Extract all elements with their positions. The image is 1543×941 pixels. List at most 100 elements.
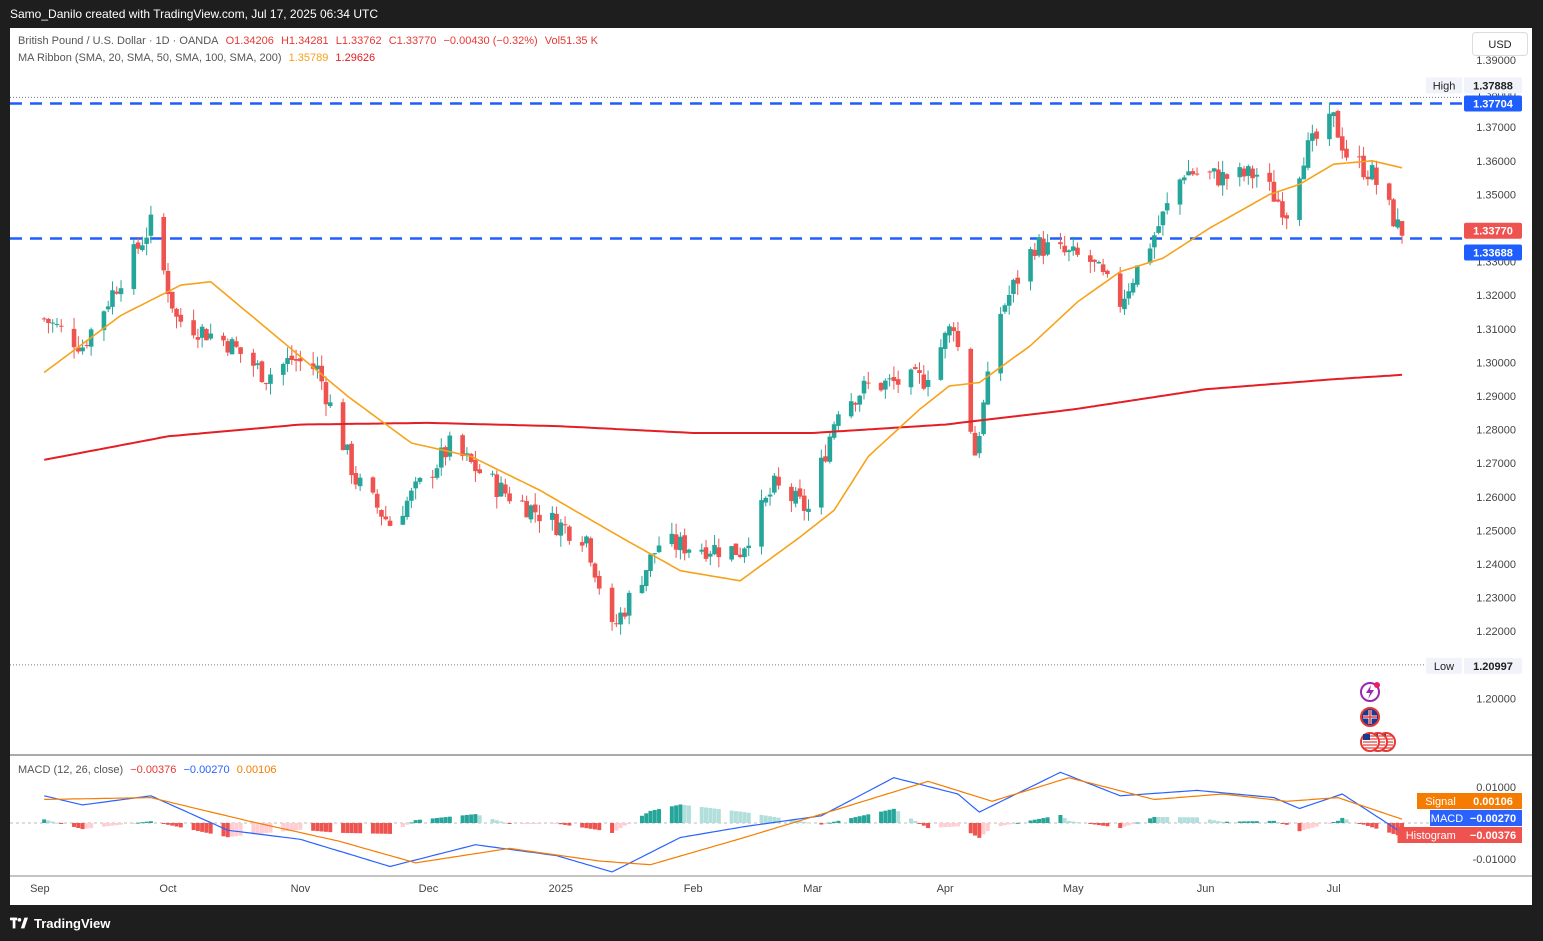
macd-histogram-bar (400, 823, 405, 827)
candle-body (148, 214, 154, 236)
sma20-line (43, 160, 1403, 582)
macd-histogram-bar (879, 811, 884, 823)
macd-histogram-bar (353, 823, 358, 834)
macd-histogram-bar (708, 808, 713, 823)
candle-body (1331, 112, 1336, 117)
time-tick-label: May (1063, 883, 1084, 895)
time-tick-label: Apr (937, 883, 954, 895)
candle-body (1066, 250, 1072, 253)
time-tick-label: Jul (1327, 883, 1341, 895)
candle-body (251, 352, 256, 366)
low-label-value: 1.20997 (1473, 661, 1513, 673)
candle-body (776, 476, 781, 486)
candle-body (374, 493, 380, 508)
macd-legend-label[interactable]: MACD (12, 26, close) (18, 764, 124, 776)
candle-body (746, 545, 752, 549)
candle-body (285, 358, 290, 364)
macd-histogram-bar (285, 823, 290, 831)
macd-histogram-bar (1066, 820, 1071, 823)
macd-histogram-bar (490, 819, 495, 823)
macd-histogram-bar (1165, 817, 1170, 823)
macd-histogram-bar (413, 820, 418, 823)
macd-histogram-bar (746, 812, 751, 823)
candle-body (80, 347, 85, 352)
candle-body (669, 533, 675, 545)
macd-histogram-bar (1092, 823, 1097, 825)
candle-body (490, 473, 495, 475)
macd-line (44, 771, 1403, 873)
histogram-label-tag-bg (1397, 827, 1464, 843)
macd-histogram-bar (622, 823, 627, 826)
macd-histogram-bar (238, 823, 243, 836)
candle-body (733, 543, 739, 555)
ma-legend-label[interactable]: MA Ribbon (SMA, 20, SMA, 50, SMA, 100, S… (18, 52, 282, 64)
ma-legend: MA Ribbon (SMA, 20, SMA, 50, SMA, 100, S… (18, 52, 379, 64)
candle-body (532, 504, 538, 513)
price-chart[interactable]: 1.390001.380001.370001.360001.350001.340… (10, 28, 1532, 905)
candle-body (729, 546, 734, 560)
candle-body (1134, 265, 1140, 285)
macd-histogram-bar (460, 815, 465, 823)
candle-body (588, 538, 594, 563)
macd-histogram-bar (580, 823, 585, 828)
macd-histogram-bar (204, 823, 209, 833)
macd-histogram-bar (507, 823, 512, 824)
macd-histogram-bar (281, 823, 286, 832)
event-dot-icon (1374, 682, 1380, 688)
candle-body (998, 313, 1003, 374)
macd-histogram-bar (592, 823, 597, 830)
candle-body (268, 374, 273, 384)
candle-body (537, 514, 542, 522)
macd-histogram-bar (323, 823, 328, 832)
macd-histogram-bar (998, 823, 1003, 826)
macd-histogram-bar (985, 823, 990, 832)
candle-body (737, 554, 743, 557)
currency-button[interactable]: USD (1472, 32, 1528, 56)
candle-body (1147, 248, 1153, 264)
support-label: 1.33688 (1464, 244, 1522, 261)
macd-histogram-bar (131, 823, 136, 824)
macd-histogram-bar (832, 821, 837, 823)
candle-body (1015, 277, 1021, 284)
macd-histogram-bar (1105, 823, 1110, 827)
macd-histogram-bar (836, 820, 841, 823)
candle-body (464, 453, 470, 455)
macd-histogram-bar (200, 823, 205, 832)
macd-histogram-bar (494, 820, 499, 823)
tradingview-logo-icon (10, 917, 28, 929)
candle-body (1177, 179, 1183, 205)
macd-histogram-bar (1007, 823, 1012, 825)
candle-body (678, 536, 683, 551)
macd-histogram-bar (409, 822, 414, 824)
price-tick-label: 1.29000 (1476, 391, 1516, 403)
macd-histogram-bar (926, 823, 931, 829)
macd-histogram-bar (268, 823, 273, 833)
candle-body (1207, 171, 1213, 173)
candle-body (921, 374, 927, 389)
candle-body (767, 494, 773, 497)
time-tick-label: Mar (803, 883, 822, 895)
candle-body (1006, 294, 1012, 306)
candle-body (1297, 178, 1302, 220)
price-tick-label: 1.23000 (1476, 593, 1516, 605)
macd-histogram-bar (938, 823, 943, 828)
candle-body (797, 488, 803, 497)
candle-body (41, 318, 47, 320)
candle-body (255, 363, 260, 366)
legend-symbol[interactable]: British Pound / U.S. Dollar · 1D · OANDA (18, 35, 219, 47)
macd-histogram-bar (230, 823, 235, 837)
candle-body (1391, 199, 1396, 227)
macd-histogram-bar (955, 823, 960, 827)
candle-body (955, 330, 961, 348)
macd-histogram-bar (968, 823, 973, 834)
macd-histogram-bar (405, 823, 410, 825)
histogram-label-bg (1464, 827, 1522, 843)
signal-label: Signal 0.00106 (1417, 793, 1522, 809)
candle-body (558, 522, 564, 536)
candle-body (579, 542, 585, 546)
chart-credit: Samo_Danilo created with TradingView.com… (10, 7, 378, 21)
macd-hist-value: −0.00376 (130, 764, 177, 776)
candle-body (1220, 172, 1225, 186)
macd-histogram-bar (430, 818, 435, 823)
candle-body (221, 335, 226, 341)
